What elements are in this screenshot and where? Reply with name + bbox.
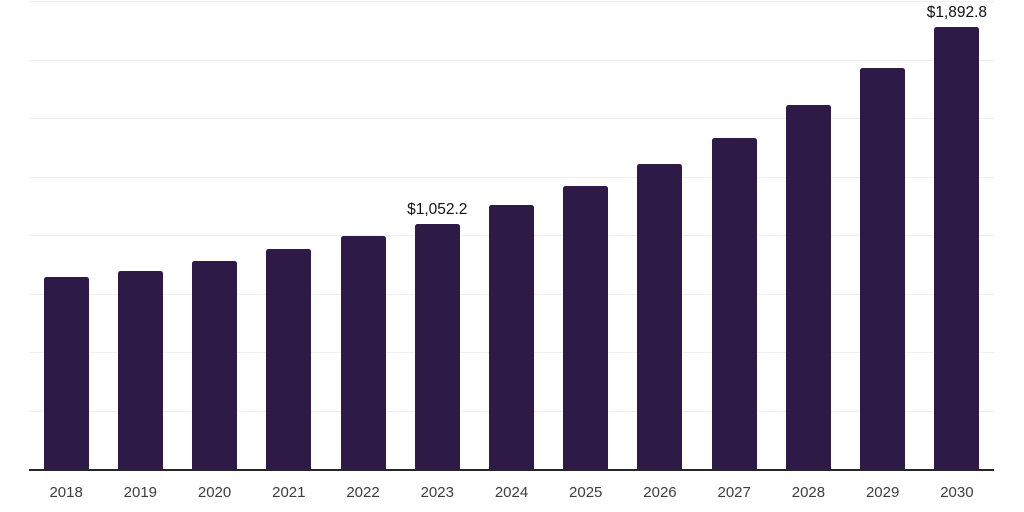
bar-2022 xyxy=(340,236,386,470)
x-tick-2021: 2021 xyxy=(272,484,306,501)
bar-2025 xyxy=(563,186,609,470)
bar-2027 xyxy=(711,137,757,470)
bar-2023 xyxy=(414,223,460,470)
bar-2024 xyxy=(489,205,534,470)
x-tick-2030: 2030 xyxy=(940,484,974,501)
x-tick-2027: 2027 xyxy=(717,484,751,501)
gridline xyxy=(29,176,994,178)
bar-2019 xyxy=(117,271,163,470)
x-tick-2024: 2024 xyxy=(494,484,529,501)
x-tick-2026: 2026 xyxy=(643,484,677,501)
bar-2021 xyxy=(266,249,312,470)
x-tick-2019: 2019 xyxy=(123,484,158,501)
data-label-2023: $1,052.2 xyxy=(407,200,468,218)
x-tick-2020: 2020 xyxy=(197,484,232,501)
bar-2018 xyxy=(43,276,89,470)
gridline xyxy=(29,59,994,61)
bar-2029 xyxy=(860,68,906,470)
plot-area: $1,052.2 $1,892.8 xyxy=(29,1,994,471)
gridline xyxy=(29,1,994,2)
bar-2020 xyxy=(192,261,238,470)
x-tick-2022: 2022 xyxy=(346,484,380,501)
x-tick-2025: 2025 xyxy=(569,484,603,501)
bar-2030 xyxy=(934,27,980,470)
data-label-2030: $1,892.8 xyxy=(926,4,988,22)
x-tick-2018: 2018 xyxy=(49,484,83,501)
x-tick-2023: 2023 xyxy=(420,484,454,501)
x-tick-2028: 2028 xyxy=(791,484,826,501)
x-axis-line xyxy=(29,469,994,471)
x-axis-labels: 2018 2019 2020 2021 2022 2023 2024 2025 2026 2027… xyxy=(29,484,994,504)
bar-2028 xyxy=(785,104,831,470)
bar-2026 xyxy=(637,163,683,470)
x-tick-2029: 2029 xyxy=(865,484,900,501)
gridline xyxy=(29,118,994,119)
